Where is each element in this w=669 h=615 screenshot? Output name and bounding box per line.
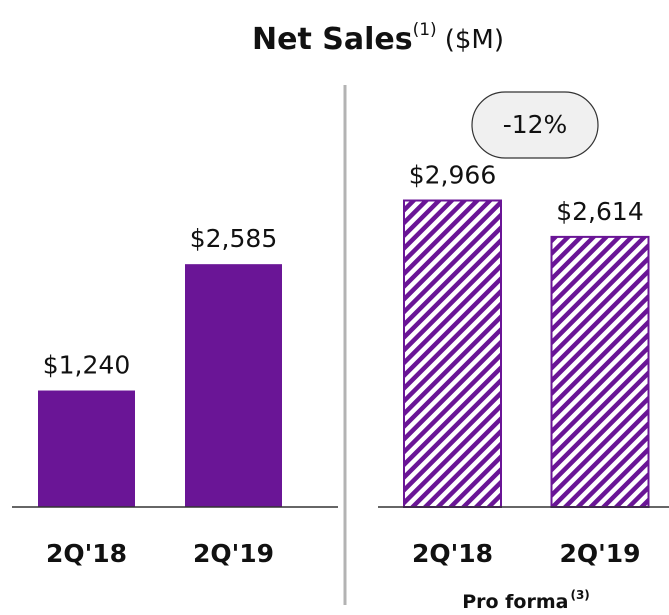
annotation: -12%: [503, 110, 568, 139]
title-unit: ($M): [445, 25, 504, 55]
bar: [550, 235, 650, 509]
bar: [403, 199, 502, 508]
bar: [38, 390, 135, 507]
subtitle-text: Pro forma: [462, 591, 568, 613]
subtitle: Pro forma (3): [462, 588, 590, 613]
x-tick-label: 2Q'19: [193, 539, 274, 568]
subtitle-footnote: (3): [570, 588, 589, 602]
chart-title: Net Sales(1) ($M): [252, 20, 504, 57]
x-tick-label: 2Q'19: [559, 539, 640, 568]
x-tick-label: 2Q'18: [412, 539, 493, 568]
x-tick-label: 2Q'18: [46, 539, 127, 568]
title-text: Net Sales: [252, 22, 413, 57]
title-footnote: (1): [413, 20, 437, 40]
bar: [185, 264, 282, 507]
value-label: $2,966: [409, 161, 496, 190]
value-label: $2,585: [190, 224, 277, 253]
annotation-box: [471, 91, 599, 159]
value-label: $1,240: [43, 351, 130, 380]
value-label: $2,614: [556, 197, 643, 226]
